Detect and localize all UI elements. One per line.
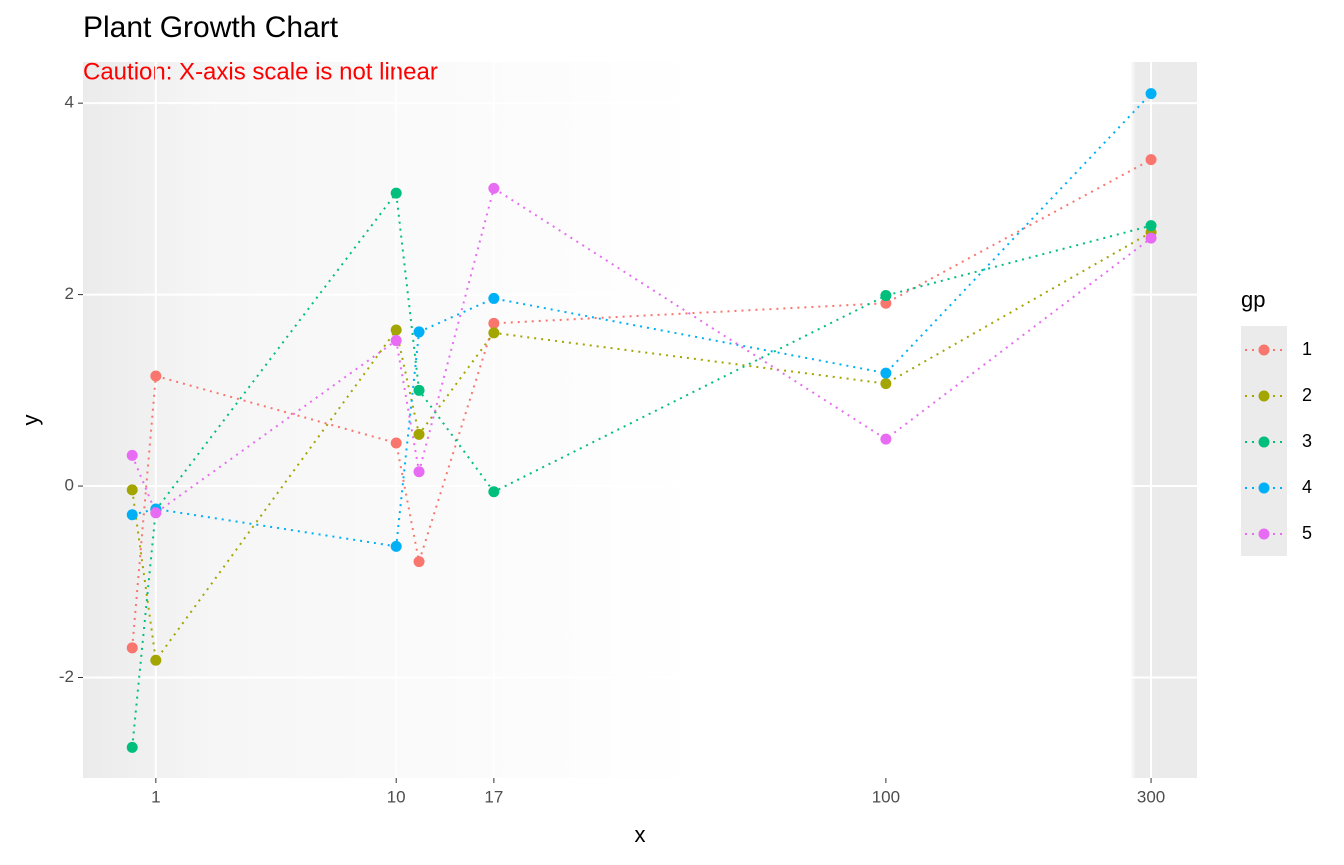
- point: [880, 290, 892, 302]
- y-tick-label: 2: [65, 284, 74, 303]
- legend-key-point: [1258, 390, 1270, 402]
- x-tick-label: 300: [1137, 787, 1165, 806]
- legend-label: 1: [1302, 339, 1312, 359]
- legend-key-point: [1258, 482, 1270, 494]
- point: [126, 509, 138, 521]
- x-tick-label: 10: [387, 787, 406, 806]
- x-tick-label: 17: [484, 787, 503, 806]
- point: [488, 486, 500, 498]
- point: [413, 384, 425, 396]
- point: [126, 741, 138, 753]
- legend-label: 2: [1302, 385, 1312, 405]
- point: [1145, 154, 1157, 166]
- point: [150, 507, 162, 519]
- panel: [83, 62, 1197, 778]
- chart-title: Plant Growth Chart: [83, 11, 339, 44]
- legend-label: 5: [1302, 523, 1312, 543]
- legend-label: 4: [1302, 477, 1312, 497]
- point: [390, 324, 402, 336]
- point: [488, 317, 500, 329]
- legend-label: 3: [1302, 431, 1312, 451]
- point: [126, 484, 138, 496]
- point: [126, 642, 138, 654]
- point: [880, 378, 892, 390]
- point: [1145, 220, 1157, 232]
- y-tick-label: -2: [59, 667, 74, 686]
- point: [150, 654, 162, 666]
- legend-key-point: [1258, 528, 1270, 540]
- point: [150, 370, 162, 382]
- x-tick-label: 100: [872, 787, 900, 806]
- legend-key-point: [1258, 436, 1270, 448]
- point: [390, 187, 402, 199]
- chart-subtitle: Caution: X-axis scale is not linear: [83, 58, 438, 85]
- legend-title: gp: [1241, 287, 1265, 312]
- point: [126, 449, 138, 461]
- y-axis-label: y: [18, 415, 43, 426]
- x-tick-label: 1: [151, 787, 160, 806]
- y-tick-label: 4: [65, 93, 74, 112]
- point: [880, 367, 892, 379]
- legend-key-point: [1258, 344, 1270, 356]
- point: [1145, 232, 1157, 244]
- point: [488, 182, 500, 194]
- point: [390, 540, 402, 552]
- point: [413, 326, 425, 338]
- point: [880, 433, 892, 445]
- point: [1145, 88, 1157, 100]
- point: [413, 428, 425, 440]
- point: [488, 327, 500, 339]
- point: [413, 466, 425, 478]
- point: [880, 297, 892, 309]
- point: [413, 556, 425, 568]
- y-tick-label: 0: [65, 476, 74, 495]
- point: [488, 292, 500, 304]
- x-axis-label: x: [635, 822, 646, 847]
- point: [390, 335, 402, 347]
- point: [390, 437, 402, 449]
